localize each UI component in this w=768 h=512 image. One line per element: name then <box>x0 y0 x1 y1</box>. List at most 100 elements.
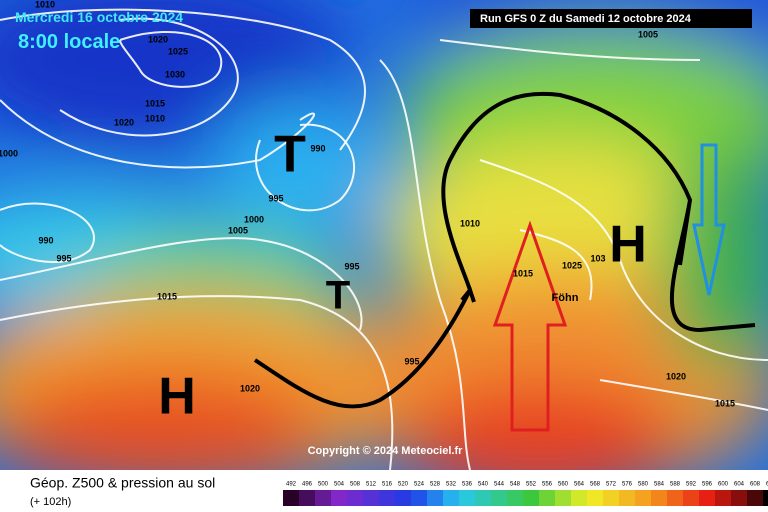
isobar-label: 1000 <box>0 148 18 158</box>
isobar-label: 1030 <box>165 69 185 79</box>
isobar-label: 1020 <box>148 34 168 44</box>
legend-label: 580 <box>638 482 649 488</box>
legend-swatch <box>411 490 427 506</box>
isobar-label: 990 <box>38 235 53 245</box>
legend-swatch <box>395 490 411 506</box>
isobar-label: 1015 <box>513 268 533 278</box>
isobar-label: 1010 <box>145 113 165 123</box>
legend-swatch <box>459 490 475 506</box>
run: Run GFS 0 Z du Samedi 12 octobre 2024 <box>480 13 692 25</box>
legend-swatch <box>587 490 603 506</box>
map-area <box>0 0 768 470</box>
isobar-label: 995 <box>344 261 359 271</box>
legend-swatch <box>539 490 555 506</box>
isobar-label: 995 <box>268 193 283 203</box>
legend-label: 572 <box>606 482 617 488</box>
legend-swatch <box>283 490 299 506</box>
footer-title: Géop. Z500 & pression au sol <box>30 475 215 491</box>
legend-label: 528 <box>430 482 441 488</box>
isobars <box>0 8 768 470</box>
legend-label: 552 <box>526 482 537 488</box>
legend-swatch <box>667 490 683 506</box>
isobar-label: 1025 <box>562 260 582 270</box>
legend-swatch <box>763 490 768 506</box>
legend-swatch <box>747 490 763 506</box>
isobar-label: 1000 <box>244 214 264 224</box>
legend-label: 544 <box>494 482 505 488</box>
legend-swatch <box>427 490 443 506</box>
legend-swatch <box>619 490 635 506</box>
legend-label: 600 <box>718 482 729 488</box>
isobar-label: 1010 <box>35 0 55 9</box>
legend-label: 608 <box>750 482 761 488</box>
legend-label: 556 <box>542 482 553 488</box>
legend-label: 520 <box>398 482 409 488</box>
legend-label: 584 <box>654 482 665 488</box>
legend-swatch <box>699 490 715 506</box>
legend-label: 612 <box>766 482 768 488</box>
flow-arrow <box>253 91 756 409</box>
pressure-center: T <box>326 274 350 318</box>
legend-swatch <box>331 490 347 506</box>
pressure-center: H <box>158 368 196 426</box>
isobar-label: 995 <box>56 253 71 263</box>
legend-label: 564 <box>574 482 585 488</box>
legend-swatch <box>635 490 651 506</box>
isobar-label: 1005 <box>228 225 248 235</box>
legend-swatch <box>651 490 667 506</box>
legend-swatch <box>571 490 587 506</box>
legend-label: 532 <box>446 482 457 488</box>
isobar-label: 1015 <box>157 291 177 301</box>
fohn-label: Föhn <box>552 292 579 304</box>
isobar-label: 1025 <box>168 46 188 56</box>
legend-swatch <box>731 490 747 506</box>
legend-swatch <box>443 490 459 506</box>
legend-label: 496 <box>302 482 313 488</box>
isobar-label: 1020 <box>240 383 260 393</box>
legend-label: 504 <box>334 482 345 488</box>
run-box <box>470 9 752 28</box>
legend-label: 548 <box>510 482 521 488</box>
isobar-label: 1015 <box>145 98 165 108</box>
isobar-label: 1005 <box>638 29 658 39</box>
time: 8:00 locale <box>18 31 120 53</box>
legend-label: 576 <box>622 482 633 488</box>
legend-label: 560 <box>558 482 569 488</box>
legend-label: 536 <box>462 482 473 488</box>
isobar-label: 990 <box>310 143 325 153</box>
legend-swatch <box>715 490 731 506</box>
isobar-label: 103 <box>590 253 605 263</box>
legend-swatch <box>491 490 507 506</box>
isobar-label: 1020 <box>666 371 686 381</box>
isobar-label: 995 <box>404 356 419 366</box>
pressure-center: T <box>274 126 306 184</box>
pressure-center: H <box>609 216 647 274</box>
isobar-label: 1015 <box>715 398 735 408</box>
legend-swatch <box>363 490 379 506</box>
legend-label: 592 <box>686 482 697 488</box>
legend-swatch <box>603 490 619 506</box>
isobar-label: 1010 <box>460 218 480 228</box>
copyright: Copyright © 2024 Meteociel.fr <box>308 445 464 457</box>
fohn-arrow <box>492 220 568 432</box>
legend-swatch <box>475 490 491 506</box>
legend-label: 588 <box>670 482 681 488</box>
legend-swatch <box>683 490 699 506</box>
legend-label: 508 <box>350 482 361 488</box>
legend-swatch <box>315 490 331 506</box>
legend-label: 492 <box>286 482 297 488</box>
footer-lead: (+ 102h) <box>30 496 71 508</box>
legend-label: 516 <box>382 482 393 488</box>
cold-arrow <box>692 143 726 296</box>
legend-label: 512 <box>366 482 377 488</box>
legend-label: 568 <box>590 482 601 488</box>
legend-swatch <box>299 490 315 506</box>
legend-swatch <box>507 490 523 506</box>
legend-label: 524 <box>414 482 425 488</box>
legend-swatch <box>347 490 363 506</box>
legend-label: 540 <box>478 482 489 488</box>
legend-swatch <box>379 490 395 506</box>
isobar-label: 1020 <box>114 117 134 127</box>
